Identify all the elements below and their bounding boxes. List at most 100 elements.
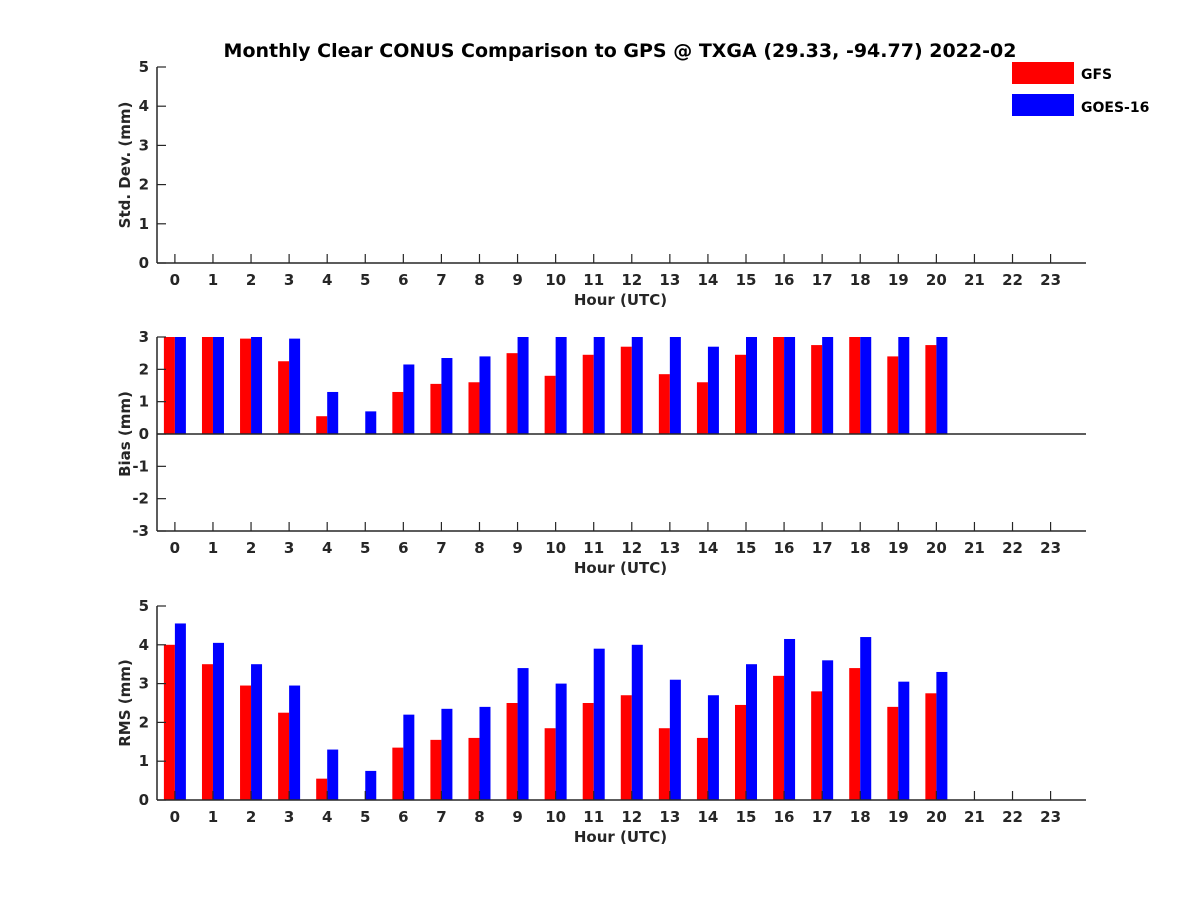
- x-tick-label: 7: [436, 271, 446, 289]
- bar-goes16-hour-10: [555, 683, 567, 800]
- bar-gfs-hour-9: [506, 353, 518, 434]
- x-tick-label: 2: [246, 808, 256, 826]
- x-tick-label: 14: [697, 271, 718, 289]
- bar-gfs-hour-1: [201, 664, 213, 800]
- x-tick-label: 23: [1040, 539, 1061, 557]
- panels: 0 1 2 3 4 5 6 7 8 9 10 11 12 13 14 15 16 17 18 19 20 21 22 2301…: [116, 58, 1086, 846]
- bar-gfs-hour-15: [735, 354, 747, 434]
- y-tick-label: 1: [139, 752, 149, 770]
- bar-goes16-hour-17: [822, 337, 834, 434]
- x-tick-label: 18: [850, 539, 871, 557]
- bar-goes16-hour-15: [746, 664, 758, 800]
- y-tick-label: 2: [139, 360, 149, 378]
- bar-gfs-hour-7: [430, 739, 442, 800]
- x-tick-label: 10: [545, 808, 566, 826]
- bar-goes16-hour-2: [251, 337, 263, 434]
- bar-goes16-hour-20: [936, 337, 948, 434]
- x-tick-label: 3: [284, 539, 294, 557]
- bar-goes16-hour-12: [631, 337, 643, 434]
- x-tick-label: 1: [208, 539, 218, 557]
- panel-1: 0 1 2 3 4 5 6 7 8 9 10 11 12 13 14 15 16 17 18 19 20 21 22 23-3…: [116, 328, 1086, 577]
- x-tick-label: 6: [398, 539, 408, 557]
- x-tick-label: 5: [360, 808, 370, 826]
- bar-goes16-hour-1: [212, 337, 224, 434]
- x-tick-label: 13: [659, 808, 680, 826]
- legend-label-goes16: GOES-16: [1081, 100, 1149, 116]
- x-tick-label: 7: [436, 539, 446, 557]
- x-tick-label: 19: [888, 808, 909, 826]
- bar-gfs-hour-10: [544, 375, 556, 434]
- y-axis-label: RMS (mm): [116, 659, 134, 746]
- y-tick-label: 1: [139, 393, 149, 411]
- x-tick-label: 4: [322, 539, 332, 557]
- bar-goes16-hour-5: [365, 411, 377, 434]
- x-tick-label: 8: [474, 808, 484, 826]
- x-tick-label: 16: [774, 808, 795, 826]
- y-tick-label: -1: [132, 457, 149, 475]
- y-tick-label: 2: [139, 713, 149, 731]
- bar-gfs-hour-0: [163, 337, 175, 434]
- bar-gfs-hour-18: [849, 337, 861, 434]
- bar-goes16-hour-4: [327, 391, 339, 434]
- bar-goes16-hour-15: [746, 337, 758, 434]
- x-tick-label: 15: [736, 539, 757, 557]
- bar-gfs-hour-8: [468, 382, 480, 434]
- x-tick-label: 17: [812, 539, 833, 557]
- bar-gfs-hour-14: [696, 737, 708, 800]
- x-tick-label: 10: [545, 539, 566, 557]
- x-tick-label: 6: [398, 808, 408, 826]
- x-tick-label: 13: [659, 539, 680, 557]
- bar-goes16-hour-11: [593, 648, 605, 800]
- x-tick-label: 16: [774, 271, 795, 289]
- legend-label-gfs: GFS: [1081, 67, 1112, 83]
- x-tick-label: 10: [545, 271, 566, 289]
- x-tick-label: 1: [208, 808, 218, 826]
- bar-gfs-hour-20: [925, 693, 937, 800]
- x-tick-label: 9: [512, 271, 522, 289]
- y-tick-label: 0: [139, 425, 149, 443]
- x-tick-label: 21: [964, 808, 985, 826]
- x-tick-label: 14: [697, 539, 718, 557]
- x-tick-label: 0: [170, 808, 180, 826]
- x-tick-label: 21: [964, 271, 985, 289]
- y-tick-label: -2: [132, 490, 149, 508]
- bar-gfs-hour-19: [887, 356, 899, 434]
- x-tick-label: 2: [246, 539, 256, 557]
- chart-title: Monthly Clear CONUS Comparison to GPS @ …: [224, 40, 1017, 62]
- x-axis-label: Hour (UTC): [574, 559, 667, 577]
- bar-gfs-hour-17: [811, 691, 823, 800]
- bar-gfs-hour-1: [201, 337, 213, 434]
- bar-gfs-hour-2: [240, 685, 252, 800]
- y-tick-label: 5: [139, 58, 149, 76]
- bar-goes16-hour-6: [403, 364, 415, 434]
- y-tick-label: 1: [139, 215, 149, 233]
- y-tick-label: 3: [139, 328, 149, 346]
- bar-goes16-hour-7: [441, 708, 453, 800]
- bar-gfs-hour-12: [620, 695, 632, 800]
- x-tick-label: 22: [1002, 539, 1023, 557]
- bar-gfs-hour-10: [544, 728, 556, 800]
- x-tick-label: 8: [474, 539, 484, 557]
- bar-goes16-hour-2: [251, 664, 263, 800]
- y-tick-label: 3: [139, 136, 149, 154]
- bar-gfs-hour-19: [887, 706, 899, 800]
- x-tick-label: 18: [850, 271, 871, 289]
- bar-gfs-hour-6: [392, 747, 404, 800]
- bar-gfs-hour-8: [468, 737, 480, 800]
- x-tick-label: 12: [621, 271, 642, 289]
- y-tick-label: 4: [139, 636, 149, 654]
- x-tick-label: 18: [850, 808, 871, 826]
- bar-goes16-hour-7: [441, 358, 453, 434]
- bar-goes16-hour-9: [517, 668, 529, 800]
- bar-goes16-hour-18: [860, 637, 872, 800]
- x-tick-label: 22: [1002, 271, 1023, 289]
- bar-gfs-hour-13: [658, 374, 670, 434]
- panel-2: 0 1 2 3 4 5 6 7 8 9 10 11 12 13 14 15 16 17 18 19 20 21 22 2301…: [116, 597, 1086, 846]
- bar-goes16-hour-3: [289, 685, 301, 800]
- y-tick-label: 0: [139, 791, 149, 809]
- panel-0: 0 1 2 3 4 5 6 7 8 9 10 11 12 13 14 15 16 17 18 19 20 21 22 2301…: [116, 58, 1086, 309]
- bar-goes16-hour-12: [631, 644, 643, 800]
- bar-gfs-hour-20: [925, 345, 937, 434]
- x-tick-label: 20: [926, 808, 947, 826]
- x-tick-label: 3: [284, 271, 294, 289]
